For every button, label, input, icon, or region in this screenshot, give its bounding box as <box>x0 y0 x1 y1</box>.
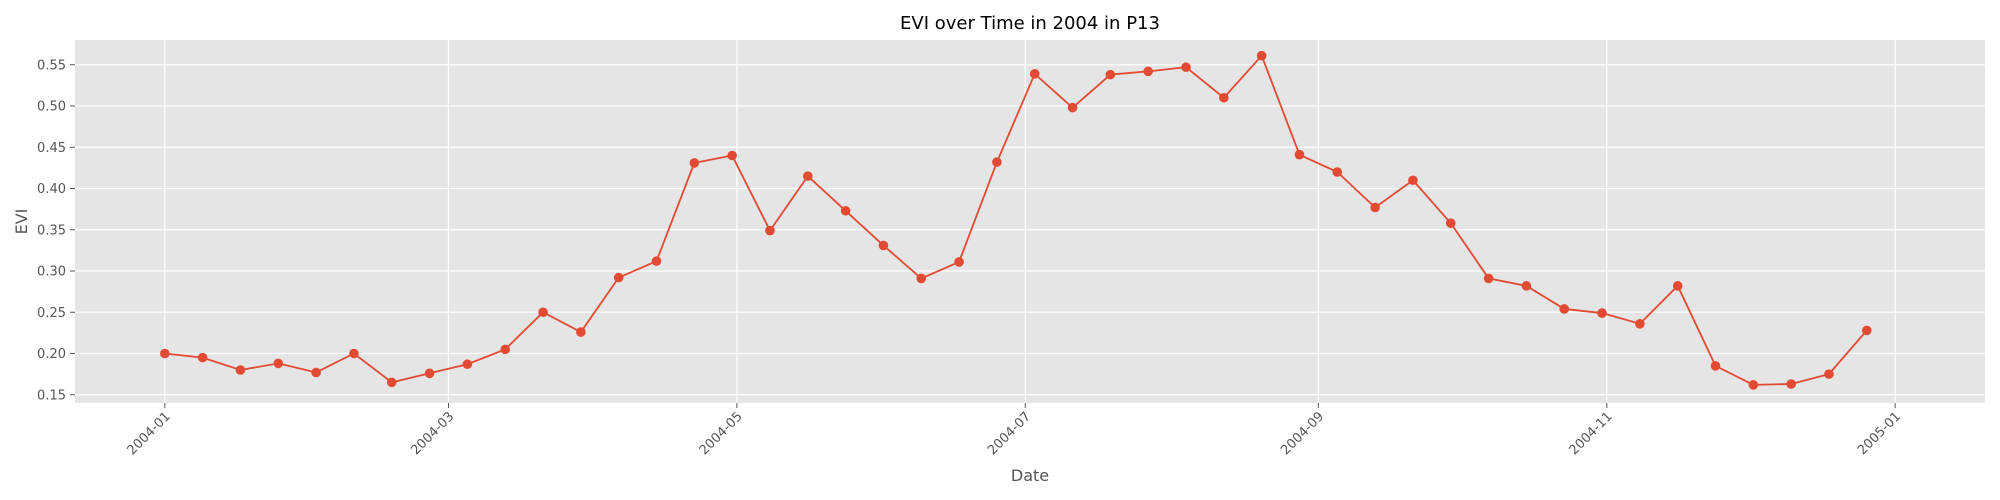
data-point <box>1824 369 1834 379</box>
data-point <box>349 348 359 359</box>
data-point <box>273 358 284 369</box>
x-tick-label: 2004-03 <box>408 409 457 458</box>
data-point <box>235 365 246 375</box>
x-axis-label: Date <box>1011 466 1049 485</box>
data-point <box>1332 167 1343 177</box>
y-axis-label: EVI <box>12 209 31 235</box>
y-tick-label: 0.35 <box>37 223 66 238</box>
chart-title: EVI over Time in 2004 in P13 <box>900 13 1160 34</box>
data-point <box>424 368 435 379</box>
data-point <box>1105 69 1116 80</box>
data-point <box>651 256 662 266</box>
data-point <box>1786 379 1796 389</box>
data-point <box>727 150 737 161</box>
data-point <box>386 377 397 388</box>
data-point <box>1256 50 1267 61</box>
data-point <box>840 205 851 216</box>
x-tick-label: 2005-01 <box>1855 409 1904 458</box>
data-point <box>1294 149 1305 160</box>
x-tick-label: 2004-07 <box>985 409 1034 458</box>
data-point <box>802 171 813 181</box>
data-point <box>1029 69 1040 79</box>
y-tick-label: 0.20 <box>37 347 66 362</box>
data-point <box>992 157 1002 167</box>
y-tick-label: 0.40 <box>37 182 66 197</box>
data-point <box>1862 325 1872 336</box>
y-tick-label: 0.30 <box>37 265 66 280</box>
data-point <box>1597 308 1607 318</box>
x-tick-label: 2004-05 <box>697 409 746 458</box>
data-point <box>1219 92 1229 103</box>
data-point <box>1483 273 1494 284</box>
plot-area <box>75 40 1985 403</box>
data-point <box>878 240 889 251</box>
data-point <box>462 359 473 370</box>
series-evi <box>160 50 1872 390</box>
x-tick-label: 2004-01 <box>125 409 174 458</box>
data-point <box>1521 281 1532 291</box>
data-point <box>954 257 964 267</box>
data-point <box>689 158 700 168</box>
data-point <box>1181 62 1191 73</box>
data-point <box>1445 218 1456 228</box>
y-tick-label: 0.25 <box>37 306 66 321</box>
data-point <box>1672 281 1683 291</box>
data-point <box>1559 304 1570 314</box>
data-point <box>765 225 775 236</box>
data-point <box>311 367 321 378</box>
data-point <box>916 273 927 284</box>
data-point <box>576 327 586 337</box>
data-point <box>1067 102 1078 113</box>
data-point <box>1408 175 1418 186</box>
data-point <box>1143 66 1153 77</box>
data-point <box>197 352 208 363</box>
data-point <box>160 348 170 359</box>
data-point <box>1748 380 1759 390</box>
y-tick-label: 0.15 <box>37 388 66 403</box>
data-point <box>1370 202 1380 213</box>
x-tick-label: 2004-11 <box>1567 409 1616 458</box>
data-point <box>500 344 511 355</box>
data-point <box>613 272 624 283</box>
y-tick-label: 0.50 <box>37 100 66 115</box>
series-line <box>164 53 1868 386</box>
data-point <box>538 307 548 318</box>
y-tick-label: 0.55 <box>37 58 66 73</box>
data-point <box>1635 319 1645 329</box>
y-tick-label: 0.45 <box>37 141 66 156</box>
grid-lines <box>75 40 1985 403</box>
data-point <box>1710 361 1721 371</box>
x-tick-label: 2004-09 <box>1278 409 1327 458</box>
